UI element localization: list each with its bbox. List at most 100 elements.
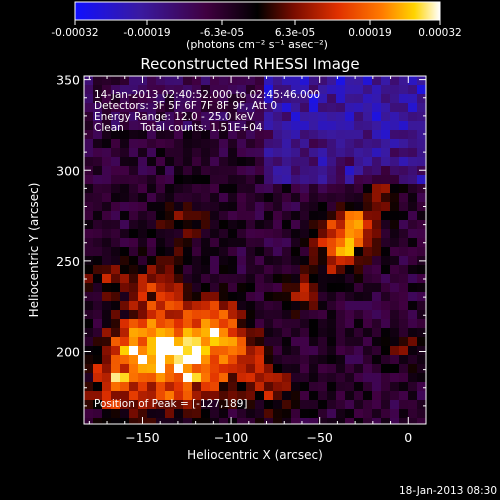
heatmap-cell: [363, 274, 372, 283]
heatmap-cell: [102, 292, 111, 301]
heatmap-cell: [408, 409, 417, 418]
heatmap-cell: [282, 130, 291, 139]
heatmap-cell: [174, 373, 183, 382]
heatmap-cell: [219, 319, 228, 328]
heatmap-cell: [201, 337, 210, 346]
heatmap-cell: [165, 247, 174, 256]
heatmap-cell: [210, 85, 219, 94]
heatmap-cell: [201, 364, 210, 373]
heatmap-cell: [354, 202, 363, 211]
heatmap-cell: [147, 229, 156, 238]
heatmap-cell: [408, 148, 417, 157]
heatmap-cell: [120, 202, 129, 211]
heatmap-cell: [228, 274, 237, 283]
heatmap-cell: [93, 310, 102, 319]
heatmap-cell: [201, 346, 210, 355]
heatmap-cell: [210, 238, 219, 247]
heatmap-cell: [336, 238, 345, 247]
heatmap-cell: [372, 130, 381, 139]
heatmap-cell: [219, 193, 228, 202]
heatmap-cell: [318, 373, 327, 382]
heatmap-cell: [120, 391, 129, 400]
heatmap-cell: [111, 382, 120, 391]
heatmap-cell: [111, 418, 120, 424]
heatmap-cell: [210, 265, 219, 274]
heatmap-cell: [318, 265, 327, 274]
heatmap-cell: [93, 256, 102, 265]
heatmap-cell: [120, 337, 129, 346]
heatmap-cell: [345, 400, 354, 409]
heatmap-cell: [138, 283, 147, 292]
heatmap-cell: [300, 328, 309, 337]
heatmap-cell: [291, 373, 300, 382]
heatmap-cell: [156, 400, 165, 409]
heatmap-cell: [246, 355, 255, 364]
heatmap-cell: [210, 274, 219, 283]
heatmap-cell: [255, 184, 264, 193]
heatmap-cell: [228, 328, 237, 337]
heatmap-cell: [336, 139, 345, 148]
heatmap-cell: [120, 319, 129, 328]
heatmap-cell: [417, 175, 426, 184]
heatmap-cell: [183, 175, 192, 184]
heatmap-cell: [399, 382, 408, 391]
heatmap-cell: [273, 274, 282, 283]
colorbar-ticks: [74, 20, 441, 25]
heatmap-cell: [354, 364, 363, 373]
heatmap-cell: [147, 202, 156, 211]
heatmap-cell: [84, 283, 93, 292]
heatmap-cell: [102, 265, 111, 274]
heatmap-cell: [93, 274, 102, 283]
heatmap-cell: [255, 310, 264, 319]
heatmap-cell: [381, 175, 390, 184]
heatmap-cell: [237, 166, 246, 175]
heatmap-cell: [291, 130, 300, 139]
heatmap-cell: [417, 148, 426, 157]
heatmap-cell: [309, 292, 318, 301]
heatmap-cell: [111, 148, 120, 157]
heatmap-cell: [417, 274, 426, 283]
heatmap-cell: [201, 166, 210, 175]
heatmap-cell: [120, 130, 129, 139]
heatmap-cell: [300, 409, 309, 418]
heatmap-cell: [138, 301, 147, 310]
heatmap-cell: [363, 247, 372, 256]
heatmap-cell: [174, 175, 183, 184]
heatmap-cell: [336, 112, 345, 121]
heatmap-cell: [390, 139, 399, 148]
heatmap-cell: [363, 328, 372, 337]
heatmap-cell: [381, 283, 390, 292]
heatmap-cell: [183, 184, 192, 193]
heatmap-cell: [408, 382, 417, 391]
heatmap-cell: [372, 409, 381, 418]
heatmap-cell: [84, 130, 93, 139]
heatmap-cell: [309, 274, 318, 283]
heatmap-cell: [273, 202, 282, 211]
heatmap-cell: [318, 391, 327, 400]
heatmap-cell: [120, 121, 129, 130]
heatmap-cell: [390, 310, 399, 319]
heatmap-cell: [156, 121, 165, 130]
heatmap-cell: [363, 337, 372, 346]
heatmap-cell: [345, 130, 354, 139]
heatmap-cell: [192, 112, 201, 121]
heatmap-cell: [327, 373, 336, 382]
heatmap-cell: [354, 175, 363, 184]
heatmap-cell: [309, 103, 318, 112]
heatmap-cell: [291, 328, 300, 337]
heatmap-cell: [300, 265, 309, 274]
heatmap-cell: [264, 256, 273, 265]
heatmap-cell: [309, 220, 318, 229]
heatmap-cell: [399, 373, 408, 382]
heatmap-cell: [282, 121, 291, 130]
heatmap-cell: [264, 319, 273, 328]
heatmap-cell: [372, 139, 381, 148]
heatmap-cell: [264, 166, 273, 175]
heatmap-cell: [93, 391, 102, 400]
heatmap-cell: [264, 238, 273, 247]
heatmap-cell: [210, 148, 219, 157]
heatmap-cell: [129, 301, 138, 310]
heatmap-cell: [183, 310, 192, 319]
heatmap-cell: [363, 130, 372, 139]
heatmap-cell: [237, 238, 246, 247]
